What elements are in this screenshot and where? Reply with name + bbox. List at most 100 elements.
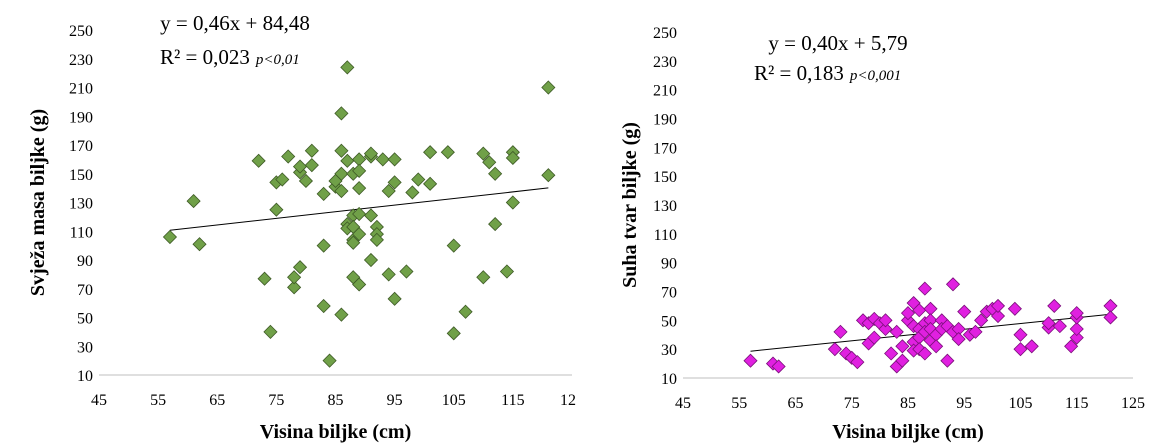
r-squared-label: R² = 0,023	[160, 45, 250, 69]
y-tick-label: 190	[653, 112, 677, 129]
data-point	[381, 267, 396, 282]
data-point	[257, 271, 272, 286]
x-tick-labels: 45 55 65 75 85 95 105 115 125	[91, 392, 576, 409]
y-tick-label: 110	[70, 224, 93, 241]
data-point	[1069, 330, 1084, 345]
data-point	[340, 60, 355, 75]
x-tick-label: 45	[91, 392, 107, 409]
data-point	[334, 166, 349, 181]
data-point	[1013, 342, 1028, 357]
data-point	[269, 202, 284, 217]
y-tick-label: 90	[77, 253, 93, 270]
x-axis-title: Visina biljke (cm)	[832, 421, 983, 443]
data-point	[281, 149, 296, 164]
x-tick-label: 125	[1121, 395, 1145, 412]
x-tick-label: 55	[150, 392, 166, 409]
data-point	[352, 227, 367, 242]
x-tick-label: 85	[900, 395, 916, 412]
data-point	[884, 346, 899, 361]
data-point	[912, 303, 927, 318]
y-tick-label: 30	[77, 339, 93, 356]
y-tick-label: 10	[77, 368, 93, 385]
data-point	[488, 166, 503, 181]
data-point	[316, 186, 331, 201]
data-point	[162, 229, 178, 245]
x-tick-label: 105	[442, 392, 466, 409]
data-point	[387, 152, 402, 167]
data-point	[488, 216, 503, 232]
data-point	[1069, 306, 1084, 321]
data-point	[1024, 339, 1039, 354]
y-tick-label: 190	[69, 109, 93, 126]
x-tick-label: 65	[788, 395, 804, 412]
data-point	[334, 307, 349, 322]
data-point	[957, 304, 972, 319]
data-point	[945, 277, 961, 292]
r-squared-label: R² = 0,183	[754, 61, 844, 85]
data-point	[743, 353, 758, 368]
x-tick-label: 105	[1009, 395, 1033, 412]
data-point	[381, 183, 396, 199]
y-tick-label: 170	[653, 140, 677, 157]
data-point	[316, 298, 331, 314]
data-point	[917, 281, 932, 296]
data-point	[951, 332, 966, 347]
y-tick-label: 90	[661, 256, 677, 273]
data-point	[352, 206, 367, 222]
data-point	[1052, 319, 1067, 334]
data-point	[458, 304, 473, 319]
data-point	[251, 153, 266, 168]
data-point	[304, 143, 319, 158]
x-tick-label: 115	[501, 392, 524, 409]
y-tick-label: 150	[69, 167, 93, 184]
x-tick-label: 55	[731, 395, 747, 412]
data-point	[940, 353, 955, 368]
data-point	[423, 176, 438, 191]
y-tick-label: 250	[69, 23, 93, 40]
x-tick-label: 75	[844, 395, 860, 412]
data-point	[304, 158, 319, 173]
data-point	[1013, 327, 1028, 342]
data-point	[263, 324, 278, 339]
data-point	[411, 172, 426, 187]
y-tick-label: 250	[653, 25, 677, 42]
data-point	[917, 346, 932, 361]
data-point	[369, 232, 384, 247]
data-point	[900, 306, 916, 321]
data-points	[162, 60, 556, 368]
x-tick-label: 85	[328, 392, 344, 409]
x-tick-label: 125	[560, 392, 576, 409]
data-point	[275, 172, 290, 187]
data-point	[1064, 339, 1079, 354]
y-tick-label: 130	[69, 196, 93, 213]
data-point	[363, 208, 379, 223]
y-tick-label: 110	[654, 227, 677, 244]
data-point	[878, 321, 893, 337]
data-point	[895, 339, 910, 354]
scatter-chart-dry-matter: 10 30 50 70 90 110 130 150 170 190 210 230 250 45 55 65…	[619, 25, 1145, 443]
data-points	[743, 277, 1118, 374]
data-point	[399, 264, 414, 279]
data-point	[771, 359, 786, 374]
data-point	[505, 150, 520, 166]
data-point	[292, 159, 308, 174]
data-point	[1047, 298, 1062, 313]
data-point	[878, 313, 893, 328]
data-point	[363, 146, 379, 161]
data-point	[867, 330, 882, 345]
data-point	[287, 280, 302, 295]
data-point	[322, 353, 337, 368]
p-value-label: p<0,01	[255, 52, 300, 68]
y-tick-label: 230	[69, 52, 93, 69]
x-tick-labels: 45 55 65 75 85 95 105 115 125	[675, 395, 1145, 412]
data-point	[186, 193, 201, 209]
data-point	[1103, 310, 1118, 325]
data-point	[541, 168, 556, 183]
y-tick-labels: 10 30 50 70 90 110 130 150 170 190 210 230 250	[69, 23, 93, 385]
data-point	[446, 238, 461, 253]
data-point	[889, 324, 904, 339]
data-point	[316, 238, 331, 253]
x-tick-label: 95	[956, 395, 972, 412]
data-point	[352, 277, 367, 292]
y-tick-label: 150	[653, 169, 677, 186]
